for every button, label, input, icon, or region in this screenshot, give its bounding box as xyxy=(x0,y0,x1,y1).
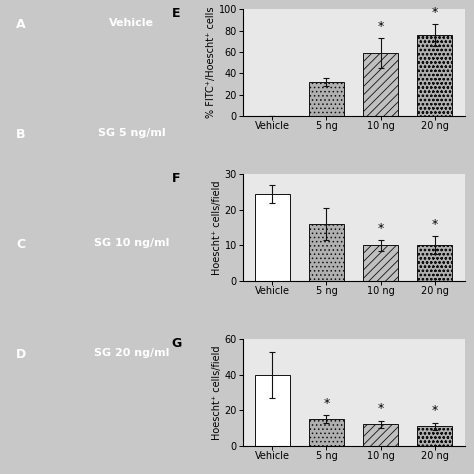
Bar xyxy=(309,82,344,116)
Text: C: C xyxy=(16,238,25,251)
Text: *: * xyxy=(432,404,438,417)
Bar xyxy=(363,245,398,281)
Text: *: * xyxy=(377,222,384,235)
Text: SG 20 ng/ml: SG 20 ng/ml xyxy=(94,348,169,358)
Bar xyxy=(255,194,290,281)
Bar xyxy=(417,426,452,446)
Text: A: A xyxy=(16,18,26,31)
Text: *: * xyxy=(432,6,438,19)
Bar xyxy=(309,419,344,446)
Text: G: G xyxy=(172,337,182,350)
Text: SG 10 ng/ml: SG 10 ng/ml xyxy=(94,238,169,248)
Bar xyxy=(309,224,344,281)
Bar xyxy=(255,374,290,446)
Text: *: * xyxy=(377,402,384,415)
Text: *: * xyxy=(377,20,384,33)
Text: B: B xyxy=(16,128,26,141)
Text: *: * xyxy=(323,397,329,410)
Y-axis label: Hoescht⁺ cells/field: Hoescht⁺ cells/field xyxy=(212,345,222,439)
Text: *: * xyxy=(432,218,438,231)
Y-axis label: Hoescht⁺ cells/field: Hoescht⁺ cells/field xyxy=(212,180,222,275)
Bar xyxy=(417,245,452,281)
Bar xyxy=(363,53,398,116)
Text: E: E xyxy=(172,8,180,20)
Text: Vehicle: Vehicle xyxy=(109,18,154,28)
Text: D: D xyxy=(16,348,27,361)
Bar xyxy=(363,424,398,446)
Text: SG 5 ng/ml: SG 5 ng/ml xyxy=(98,128,165,138)
Y-axis label: % FITC⁺/Hoescht⁺ cells: % FITC⁺/Hoescht⁺ cells xyxy=(206,7,216,118)
Bar xyxy=(417,35,452,116)
Text: F: F xyxy=(172,172,180,185)
